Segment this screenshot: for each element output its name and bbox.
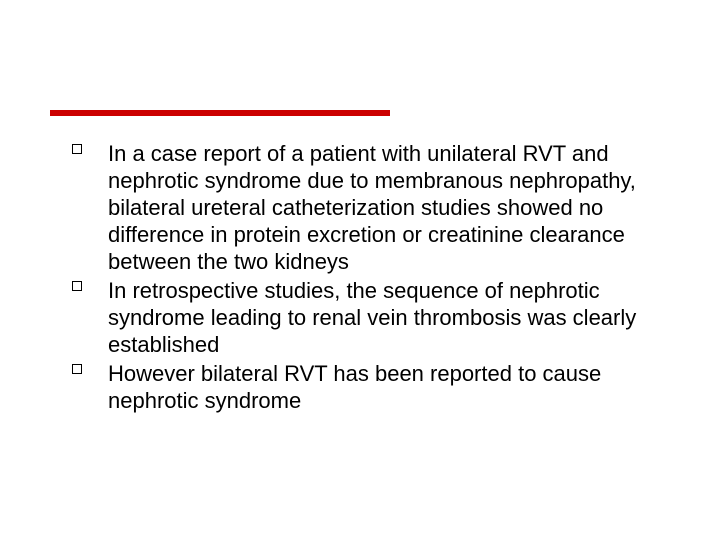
square-bullet-icon <box>72 281 82 291</box>
bullet-text: In a case report of a patient with unila… <box>108 140 660 275</box>
bullet-text: In retrospective studies, the sequence o… <box>108 277 660 358</box>
list-item: In retrospective studies, the sequence o… <box>72 277 660 358</box>
square-bullet-icon <box>72 144 82 154</box>
bullet-list: In a case report of a patient with unila… <box>72 140 660 414</box>
bullet-text: However bilateral RVT has been reported … <box>108 360 660 414</box>
list-item: However bilateral RVT has been reported … <box>72 360 660 414</box>
title-divider <box>50 110 390 116</box>
square-bullet-icon <box>72 364 82 374</box>
slide-body: In a case report of a patient with unila… <box>72 140 660 416</box>
list-item: In a case report of a patient with unila… <box>72 140 660 275</box>
slide: In a case report of a patient with unila… <box>0 0 720 540</box>
